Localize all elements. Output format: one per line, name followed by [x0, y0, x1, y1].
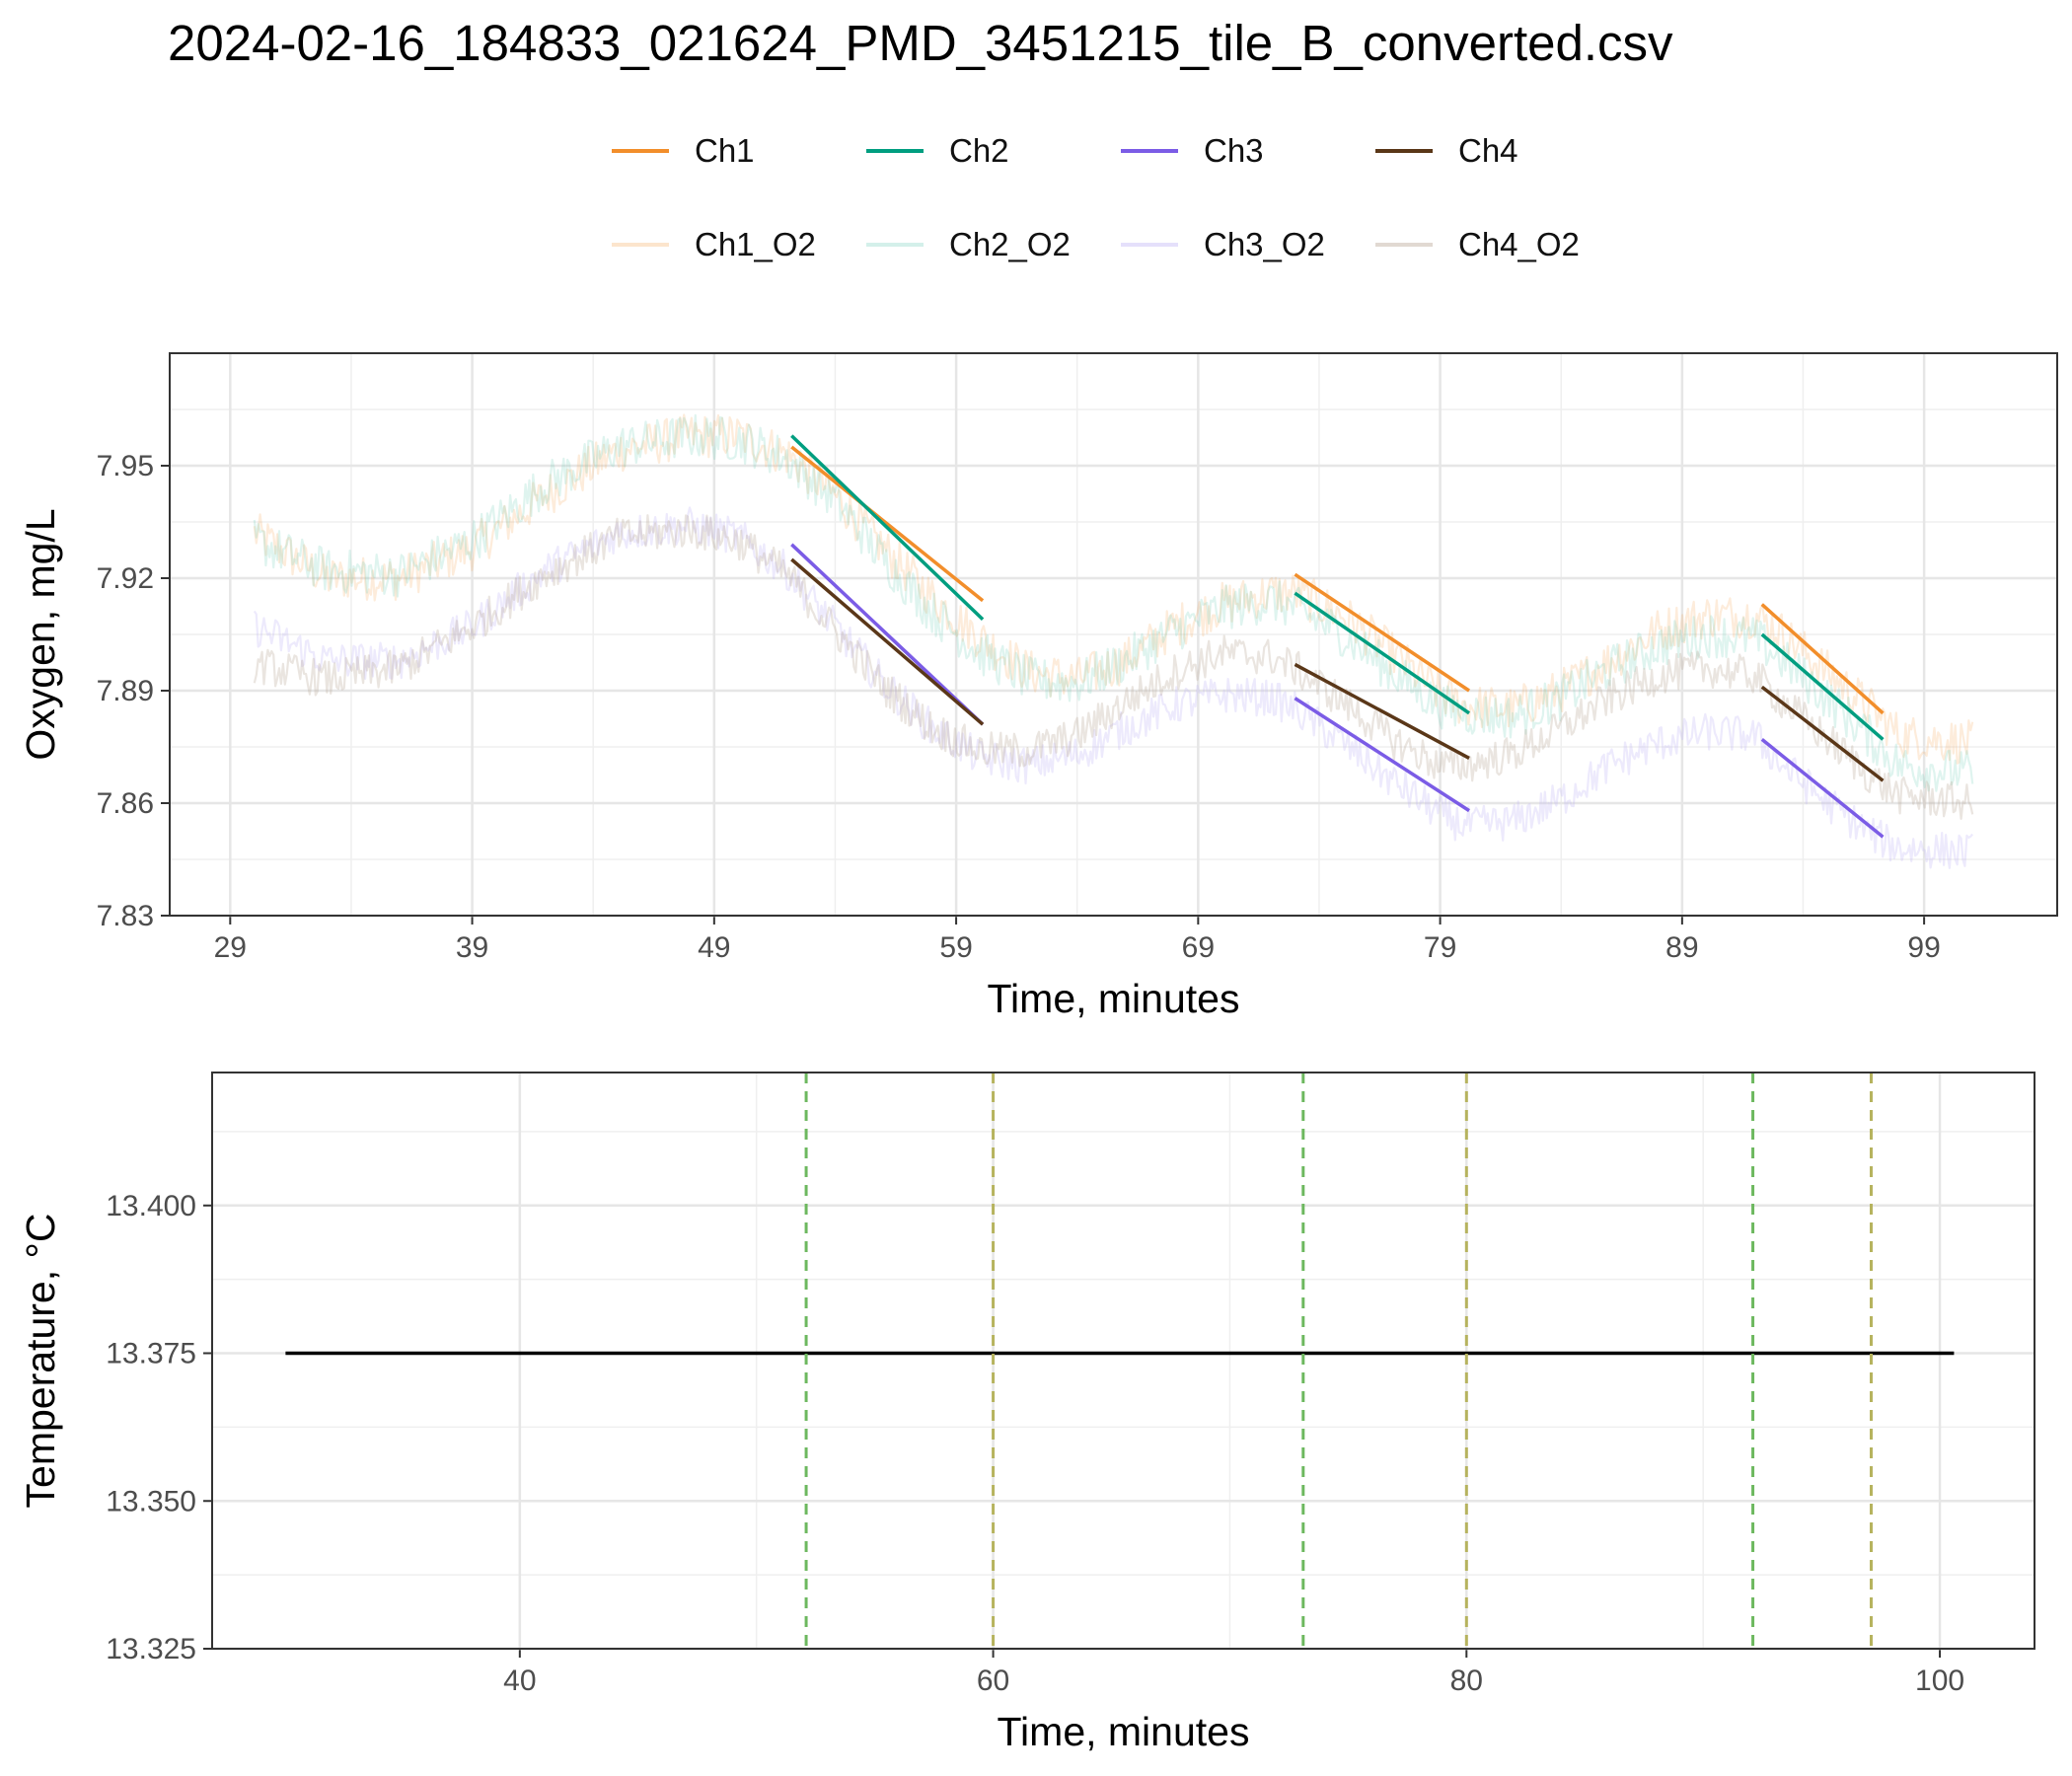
x-axis-title: Time, minutes	[988, 976, 1240, 1021]
y-tick-label: 7.95	[97, 450, 154, 482]
y-tick-label: 13.350	[106, 1485, 196, 1517]
legend-swatch	[612, 243, 669, 247]
y-tick-label: 7.86	[97, 787, 154, 820]
series-ch2-o2	[253, 413, 1974, 792]
legend-label: Ch4_O2	[1458, 226, 1580, 262]
series-ch2-segment	[1760, 632, 1885, 741]
plot-area	[285, 1073, 1955, 1649]
series-ch1-segment	[1294, 572, 1470, 693]
y-tick-label: 7.92	[97, 562, 154, 595]
series-ch4-segment	[1760, 685, 1885, 782]
page-title: 2024-02-16_184833_021624_PMD_3451215_til…	[168, 15, 1673, 71]
x-tick-label: 59	[939, 931, 972, 964]
x-tick-label: 79	[1424, 931, 1456, 964]
y-tick-label: 7.83	[97, 900, 154, 932]
legend-item-ch4-o2: Ch4_O2	[1375, 220, 1580, 269]
panel-border	[211, 1072, 2035, 1650]
x-tick-label: 29	[214, 931, 247, 964]
x-tick-label: 49	[698, 931, 730, 964]
legend-label: Ch3	[1204, 132, 1264, 169]
legend-swatch	[1121, 149, 1178, 153]
x-tick-label: 69	[1182, 931, 1215, 964]
y-tick-label: 13.325	[106, 1633, 196, 1665]
legend-label: Ch1	[695, 132, 755, 169]
plot-background	[212, 1073, 2035, 1649]
y-tick-label: 7.89	[97, 675, 154, 707]
x-tick-label: 80	[1450, 1665, 1483, 1697]
series-ch3-segment	[790, 543, 985, 726]
series-ch3-o2	[253, 506, 1974, 869]
y-tick-label: 13.375	[106, 1338, 196, 1370]
legend: Ch1 Ch2 Ch3 Ch4 Ch1_O2 Ch2_O2 Ch3_O2 Ch4_O2	[612, 126, 1697, 284]
legend-label: Ch3_O2	[1204, 226, 1325, 262]
legend-label: Ch1_O2	[695, 226, 816, 262]
legend-label: Ch4	[1458, 132, 1518, 169]
x-axis-title: Time, minutes	[998, 1709, 1250, 1754]
x-tick-label: 89	[1665, 931, 1698, 964]
legend-item-ch1: Ch1	[612, 126, 755, 176]
x-tick-label: 100	[1915, 1665, 1964, 1697]
y-axis-title: Temperature, °C	[18, 1214, 63, 1509]
series-ch2-segment	[790, 434, 985, 622]
temperature-panel: 40 60 80 100 13.325 13.350 13.375 13.400 Time, m…	[18, 1072, 2035, 1754]
legend-item-ch2-o2: Ch2_O2	[866, 220, 1071, 269]
legend-swatch	[1375, 243, 1433, 247]
y-axis-title: Oxygen, mg/L	[18, 508, 63, 760]
series-ch3-segment	[1294, 697, 1470, 813]
legend-label: Ch2_O2	[949, 226, 1071, 262]
series-ch4-o2	[253, 514, 1974, 821]
series-ch1-segment	[1760, 603, 1885, 715]
x-tick-label: 40	[503, 1665, 536, 1697]
legend-swatch	[866, 149, 924, 153]
legend-item-ch3-o2: Ch3_O2	[1121, 220, 1325, 269]
x-tick-label: 39	[456, 931, 488, 964]
legend-swatch	[1121, 243, 1178, 247]
legend-swatch	[612, 149, 669, 153]
x-tick-label: 99	[1907, 931, 1940, 964]
series-ch4-segment	[790, 557, 985, 726]
legend-item-ch2: Ch2	[866, 126, 1009, 176]
x-tick-label: 60	[977, 1665, 1009, 1697]
oxygen-panel: 29 39 49 59 69 79 89 99 7.83 7.86 7.89 7.92 7.95 Time…	[18, 352, 2058, 1021]
legend-item-ch3: Ch3	[1121, 126, 1264, 176]
plot-area	[253, 413, 1974, 869]
series-ch1-o2	[253, 413, 1974, 765]
series-ch2-segment	[1294, 591, 1471, 715]
series-ch1-segment	[790, 445, 985, 603]
series-ch4-segment	[1294, 662, 1470, 760]
legend-label: Ch2	[949, 132, 1009, 169]
y-tick-label: 13.400	[106, 1190, 196, 1222]
legend-item-ch1-o2: Ch1_O2	[612, 220, 816, 269]
series-ch3-segment	[1760, 738, 1885, 839]
legend-item-ch4: Ch4	[1375, 126, 1518, 176]
panel-border	[169, 352, 2058, 917]
legend-swatch	[1375, 149, 1433, 153]
legend-swatch	[866, 243, 924, 247]
